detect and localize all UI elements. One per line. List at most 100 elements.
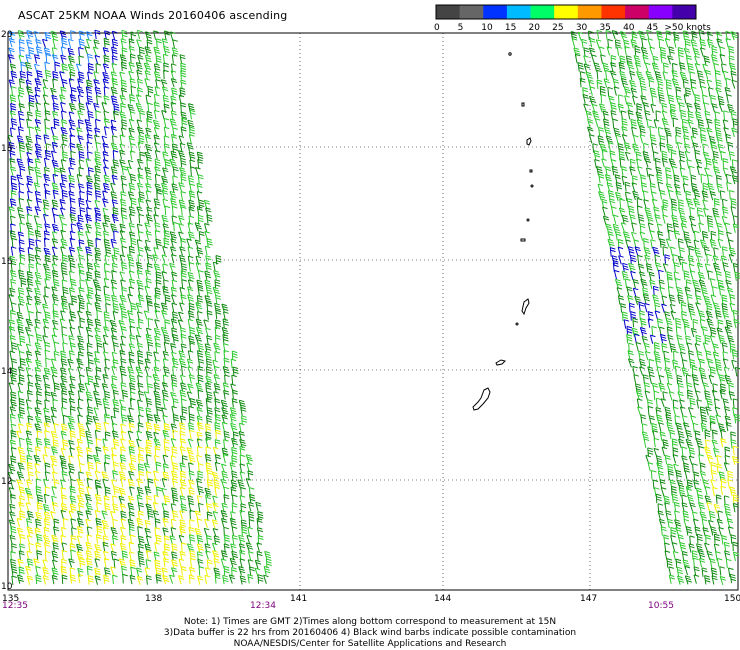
wind-barb <box>36 70 43 80</box>
wind-barb <box>675 422 683 432</box>
wind-barb <box>664 550 671 560</box>
wind-barb <box>180 191 187 201</box>
wind-barb <box>104 390 111 401</box>
wind-barb <box>660 333 667 344</box>
wind-barb <box>62 342 68 352</box>
wind-barb <box>163 229 170 240</box>
wind-barb <box>654 302 661 312</box>
wind-barb <box>26 406 33 416</box>
wind-barb <box>94 221 102 232</box>
wind-barb <box>103 311 110 321</box>
wind-barb <box>599 85 606 96</box>
wind-barb <box>726 231 732 241</box>
wind-barb <box>87 239 94 249</box>
wind-barb <box>145 94 152 105</box>
wind-barb <box>35 566 41 576</box>
wind-barb <box>18 374 25 384</box>
wind-barb <box>612 262 619 272</box>
wind-barb <box>127 430 134 440</box>
wind-barb <box>162 574 170 585</box>
wind-barb <box>223 439 229 449</box>
wind-barb <box>26 461 33 472</box>
wind-barb <box>94 493 102 504</box>
wind-barb <box>28 253 35 264</box>
wind-barb <box>666 143 674 153</box>
wind-barb <box>51 550 59 561</box>
wind-barb <box>44 69 52 80</box>
wind-barb <box>617 295 624 305</box>
wind-barb <box>102 541 109 552</box>
wind-barb <box>94 86 102 97</box>
wind-barb <box>188 335 195 346</box>
wind-barb <box>137 390 145 401</box>
wind-barb <box>611 255 619 265</box>
wind-barb <box>45 53 52 64</box>
wind-barb <box>95 118 101 129</box>
wind-barb <box>169 231 177 241</box>
wind-barb <box>162 94 170 105</box>
wind-barb <box>11 575 17 585</box>
wind-barb <box>43 511 51 521</box>
wind-barb <box>689 207 695 217</box>
wind-barb <box>52 110 59 121</box>
wind-barb <box>44 438 51 448</box>
wind-barb <box>719 389 726 400</box>
wind-barb <box>722 167 729 177</box>
wind-barb <box>630 270 636 281</box>
wind-barb <box>137 478 144 488</box>
wind-barb <box>20 277 27 288</box>
wind-barb <box>120 526 126 537</box>
wind-barb <box>215 294 222 305</box>
wind-barb <box>35 262 42 273</box>
wind-barb <box>10 493 16 504</box>
wind-barb <box>8 294 15 304</box>
wind-barb <box>689 310 696 321</box>
wind-barb <box>676 141 683 152</box>
wind-barb <box>35 239 42 249</box>
wind-barb <box>36 175 42 185</box>
wind-barb <box>52 255 59 265</box>
lon-tick-135: 135 <box>2 594 19 604</box>
wind-barb <box>120 446 127 456</box>
wind-barb <box>689 359 696 369</box>
wind-barb <box>692 422 699 433</box>
wind-barb <box>624 95 630 105</box>
wind-barb <box>51 446 59 456</box>
wind-barb <box>702 63 708 73</box>
wind-barb <box>213 567 221 577</box>
wind-barb <box>68 463 75 473</box>
wind-barb <box>666 87 672 97</box>
wind-barb <box>701 230 709 241</box>
wind-barb <box>732 494 739 504</box>
wind-barb <box>221 303 229 313</box>
wind-barb <box>19 358 26 368</box>
wind-barb <box>657 230 664 241</box>
wind-barb <box>112 399 120 409</box>
wind-barb <box>113 558 120 569</box>
wind-barb <box>78 287 85 297</box>
wind-barb <box>196 495 203 505</box>
wind-barb <box>129 78 136 88</box>
wind-barb <box>689 535 695 545</box>
wind-barb <box>69 495 77 505</box>
wind-barb <box>606 46 613 56</box>
wind-barb <box>730 110 737 121</box>
wind-barb <box>163 30 171 40</box>
wind-barb <box>147 85 154 96</box>
wind-barb <box>181 279 187 289</box>
wind-barb <box>51 286 58 296</box>
wind-barb <box>129 94 136 104</box>
wind-barb <box>77 510 84 521</box>
wind-barb <box>86 534 93 544</box>
wind-barb <box>145 397 153 408</box>
wind-barb <box>9 166 17 176</box>
wind-barb <box>43 367 51 377</box>
wind-barb <box>170 318 178 328</box>
wind-barb <box>10 103 17 113</box>
wind-barb <box>732 215 739 225</box>
wind-barb <box>731 175 739 185</box>
wind-barb <box>711 575 718 585</box>
wind-barb <box>170 102 177 112</box>
wind-barb <box>626 102 634 112</box>
wind-barb <box>678 150 686 161</box>
